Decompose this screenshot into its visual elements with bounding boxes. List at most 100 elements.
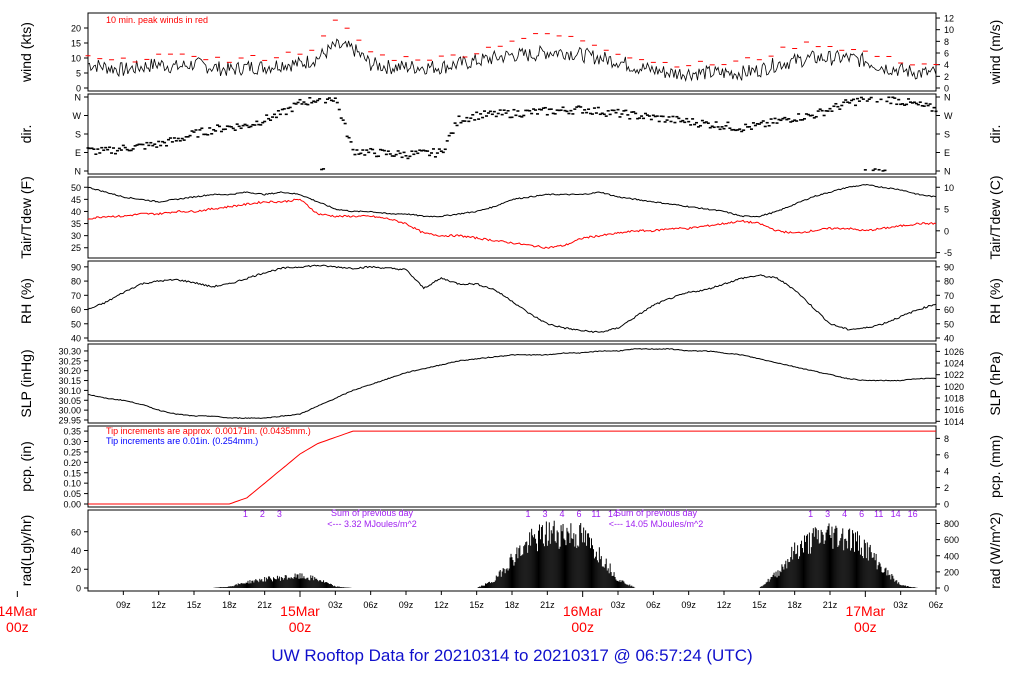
dir-mark	[447, 134, 451, 137]
ytick-label-left: 20	[71, 24, 81, 34]
dir-mark	[424, 150, 428, 152]
ytick-label-left: 80	[71, 277, 81, 287]
dir-mark	[551, 112, 555, 115]
dir-mark	[339, 117, 343, 119]
dir-mark	[596, 106, 600, 109]
series-tair	[87, 183, 937, 218]
dir-mark	[212, 128, 216, 131]
ytick-label-right: 1018	[944, 393, 964, 403]
xday-date: 16Mar	[563, 603, 603, 619]
dir-mark	[867, 98, 871, 100]
dir-mark	[759, 121, 763, 124]
dir-mark	[808, 114, 812, 117]
dir-mark	[655, 115, 659, 117]
dir-mark	[916, 103, 920, 106]
dir-mark	[738, 128, 742, 130]
dir-mark	[229, 125, 233, 128]
dir-mark	[455, 124, 459, 127]
dir-mark	[208, 127, 212, 129]
ylabel-left: dir.	[18, 125, 34, 144]
series-pcp	[88, 430, 936, 505]
dir-mark	[294, 103, 298, 105]
dir-mark	[679, 120, 683, 123]
dir-mark	[855, 97, 859, 100]
ytick-label-left: 0	[76, 84, 81, 94]
dir-mark	[547, 108, 551, 111]
dir-mark	[638, 117, 642, 119]
dir-mark	[740, 130, 744, 133]
dir-mark	[286, 107, 290, 110]
dir-mark	[133, 145, 137, 147]
dir-mark	[571, 113, 575, 115]
dir-mark	[241, 124, 245, 127]
rad-hour-marker: 4	[559, 509, 564, 519]
dir-mark	[883, 169, 887, 172]
dir-mark	[830, 110, 834, 112]
dir-mark	[696, 126, 700, 128]
ytick-label-left: 50	[71, 183, 81, 193]
dir-mark	[828, 107, 832, 110]
dir-mark	[838, 108, 842, 110]
dir-mark	[135, 144, 139, 146]
dir-mark	[396, 150, 400, 152]
dir-mark	[406, 157, 410, 160]
ylabel-left: rad(Lgly/hr)	[18, 515, 34, 587]
dir-mark	[202, 133, 206, 136]
footer-tz: (UTC)	[706, 646, 753, 665]
xtick-label: 21z	[257, 600, 272, 610]
ytick-label-left: 15	[71, 39, 81, 49]
rad-hour-marker: 14	[608, 509, 618, 519]
dir-mark	[214, 130, 218, 132]
pcp-note-blue: Tip increments are 0.01in. (0.254mm.)	[106, 436, 258, 446]
dir-mark	[390, 155, 394, 157]
dir-mark	[380, 149, 384, 151]
dir-mark	[402, 151, 406, 154]
dir-mark	[702, 121, 706, 124]
dir-mark	[859, 96, 863, 99]
dir-mark	[373, 152, 377, 155]
dir-mark	[636, 117, 640, 120]
xtick-label: 03z	[893, 600, 908, 610]
dir-mark	[524, 109, 528, 112]
dir-mark	[327, 97, 331, 99]
rad-hour-marker: 1	[525, 509, 530, 519]
dir-mark	[643, 112, 647, 115]
dir-mark	[526, 109, 530, 112]
dir-mark	[610, 109, 614, 112]
dir-mark	[178, 140, 182, 142]
dir-mark	[86, 147, 90, 149]
rad-hour-marker: 4	[842, 509, 847, 519]
ytick-label-left: 40	[71, 546, 81, 556]
ytick-label-left: 30.30	[58, 346, 81, 356]
dir-mark	[899, 103, 903, 106]
xtick-label: 12z	[151, 600, 166, 610]
ytick-label-right: S	[944, 130, 950, 140]
dir-mark	[198, 129, 202, 131]
ytick-label-right: 1016	[944, 405, 964, 415]
dir-mark	[231, 127, 235, 130]
dir-mark	[153, 143, 157, 145]
dir-mark	[518, 115, 522, 118]
dir-mark	[113, 152, 117, 155]
ytick-label-left: 30.25	[58, 356, 81, 366]
dir-mark	[818, 108, 822, 111]
ytick-label-left: 20	[71, 565, 81, 575]
dir-mark	[96, 148, 100, 150]
dir-mark	[561, 106, 565, 109]
dir-mark	[343, 122, 347, 125]
ytick-label-left: N	[75, 93, 82, 103]
dir-mark	[781, 117, 785, 120]
dir-mark	[744, 123, 748, 126]
ylabel-right: wind (m/s)	[987, 20, 1003, 86]
dir-mark	[891, 96, 895, 99]
dir-mark	[106, 148, 110, 151]
dir-mark	[706, 122, 710, 125]
ytick-label-left: N	[75, 167, 82, 177]
dir-mark	[852, 98, 856, 101]
dir-mark	[879, 98, 883, 101]
dir-mark	[787, 118, 791, 120]
dir-mark	[708, 126, 712, 129]
dir-mark	[512, 108, 516, 111]
dir-mark	[431, 148, 435, 150]
